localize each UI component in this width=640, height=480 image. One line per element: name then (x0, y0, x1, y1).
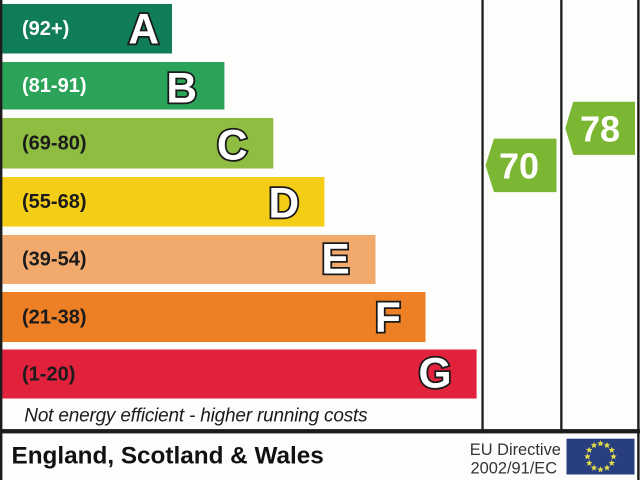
svg-text:(92+): (92+) (22, 18, 69, 40)
svg-text:EU Directive: EU Directive (470, 441, 561, 459)
svg-text:(21-38): (21-38) (22, 306, 86, 328)
svg-text:D: D (269, 180, 300, 227)
svg-text:(1-20): (1-20) (22, 363, 75, 385)
svg-text:(55-68): (55-68) (22, 191, 86, 213)
svg-text:F: F (375, 295, 401, 342)
svg-text:C: C (217, 123, 248, 170)
svg-text:78: 78 (580, 109, 620, 150)
svg-text:E: E (321, 237, 349, 284)
svg-text:(39-54): (39-54) (22, 249, 86, 271)
svg-text:B: B (166, 66, 197, 113)
svg-text:(81-91): (81-91) (22, 75, 86, 97)
svg-text:G: G (418, 351, 451, 398)
svg-text:(69-80): (69-80) (22, 133, 86, 155)
svg-text:70: 70 (499, 146, 539, 187)
svg-text:A: A (128, 6, 159, 53)
svg-text:England, Scotland & Wales: England, Scotland & Wales (12, 443, 324, 470)
svg-text:Not energy efficient - higher: Not energy efficient - higher running co… (24, 406, 368, 427)
svg-text:2002/91/EC: 2002/91/EC (471, 459, 558, 477)
